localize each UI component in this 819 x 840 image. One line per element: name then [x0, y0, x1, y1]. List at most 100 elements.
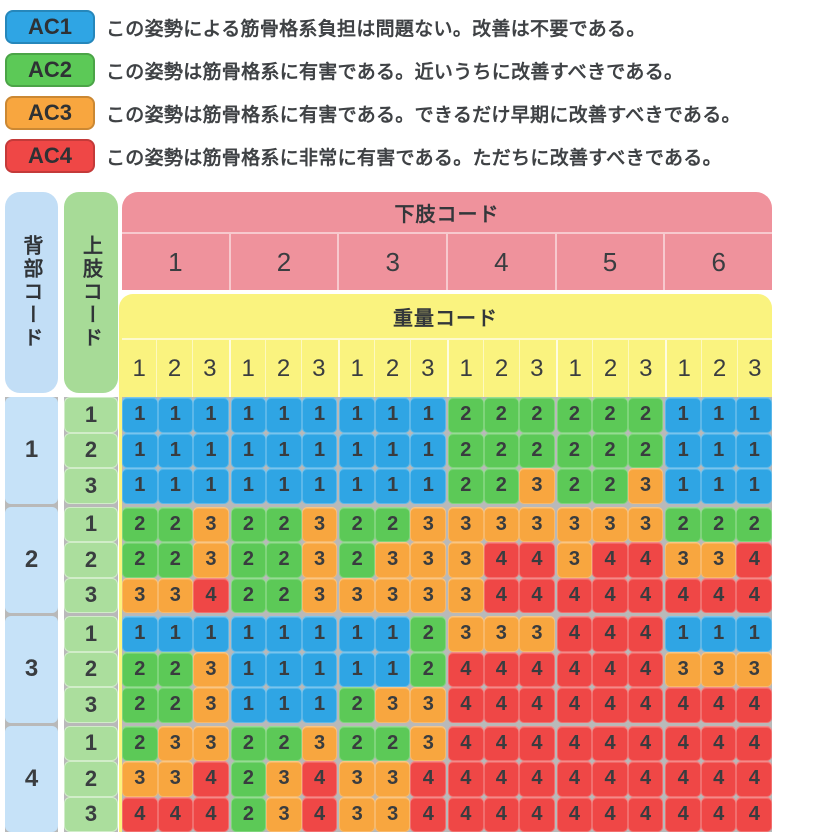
ac-cell-value-1: 1: [339, 468, 375, 504]
ac-cell-value-3: 3: [627, 468, 664, 504]
ac-cell-value-4: 4: [448, 761, 484, 797]
ac-cell-value-4: 4: [193, 761, 229, 797]
ac-cell-value-4: 4: [448, 687, 484, 723]
ac-cell-value-1: 1: [374, 616, 411, 652]
ac-cell-value-2: 2: [627, 432, 664, 468]
ac-cell-value-4: 4: [193, 796, 229, 832]
arm-code-2: 2: [64, 432, 118, 468]
weight-code-3: 3: [191, 340, 227, 397]
ac-cell-value-1: 1: [410, 432, 447, 468]
ac-cell-value-1: 1: [374, 468, 411, 504]
ac-cell-value-2: 2: [266, 506, 302, 542]
ac-cell-value-4: 4: [592, 616, 628, 652]
ac-cell-value-4: 4: [665, 577, 701, 613]
ac-cell-value-2: 2: [410, 616, 447, 652]
ac-cell-value-3: 3: [374, 687, 411, 723]
ac-cell-value-4: 4: [556, 687, 593, 723]
ac-cell-value-4: 4: [556, 725, 593, 761]
ac-cell-value-2: 2: [230, 506, 267, 542]
weight-code-1: 1: [568, 354, 582, 382]
ac-cell-value-3: 3: [339, 577, 375, 613]
ac-cell-value-1: 1: [374, 432, 411, 468]
ac1-label: AC1: [27, 14, 72, 39]
ac-cell-value-3: 3: [556, 542, 593, 578]
ac-cell-value-3: 3: [266, 761, 302, 797]
leg-code-1: 1: [122, 234, 231, 290]
weight-code-3: 3: [627, 340, 663, 397]
ac-cell-value-4: 4: [483, 651, 520, 687]
ac-cell-value-2: 2: [122, 506, 158, 542]
ac-cell-value-2: 2: [122, 542, 158, 578]
leg-code-3: 3: [339, 234, 449, 290]
ac-cell-value-4: 4: [736, 761, 773, 797]
ac-cell-value-1: 1: [230, 651, 267, 687]
ac-cell-value-2: 2: [339, 687, 375, 723]
ac-cell-value-1: 1: [266, 432, 302, 468]
ac-cell-value-3: 3: [665, 651, 701, 687]
ac1-description: この姿勢による筋骨格系負担は問題ない。改善は不要である。: [106, 18, 646, 40]
ac-cell-value-2: 2: [157, 687, 194, 723]
ac-cell-value-4: 4: [665, 761, 701, 797]
ac-cell-value-2: 2: [483, 397, 520, 433]
arm-code-1: 1: [64, 725, 118, 761]
ac1-chip: AC1: [5, 10, 95, 44]
ac-cell-value-4: 4: [483, 542, 520, 578]
ac-cell-value-2: 2: [448, 468, 484, 504]
leg-code-2: 2: [231, 234, 340, 290]
ac-cell-value-1: 1: [301, 616, 338, 652]
ac-cell-value-3: 3: [157, 577, 194, 613]
arm-code-1: 1: [64, 397, 118, 433]
ac-cell-value-3: 3: [519, 616, 555, 652]
ac-cell-value-1: 1: [410, 468, 447, 504]
back-code-header: 背部コード: [5, 192, 58, 393]
ac-cell-value-1: 1: [410, 397, 447, 433]
ac-cell-value-2: 2: [157, 651, 194, 687]
ac-cell-value-4: 4: [556, 761, 593, 797]
ac-cell-value-3: 3: [301, 577, 338, 613]
ac-cell-value-4: 4: [519, 687, 555, 723]
ac-cell-value-2: 2: [122, 687, 158, 723]
back-code-4: 4: [5, 725, 58, 832]
ac-cell-value-4: 4: [301, 796, 338, 832]
ac-cell-value-2: 2: [410, 651, 447, 687]
ac-cell-value-3: 3: [410, 542, 447, 578]
ac-cell-value-2: 2: [592, 468, 628, 504]
ac-cell-value-2: 2: [448, 432, 484, 468]
ac-cell-value-3: 3: [374, 542, 411, 578]
ac-cell-value-2: 2: [519, 397, 555, 433]
